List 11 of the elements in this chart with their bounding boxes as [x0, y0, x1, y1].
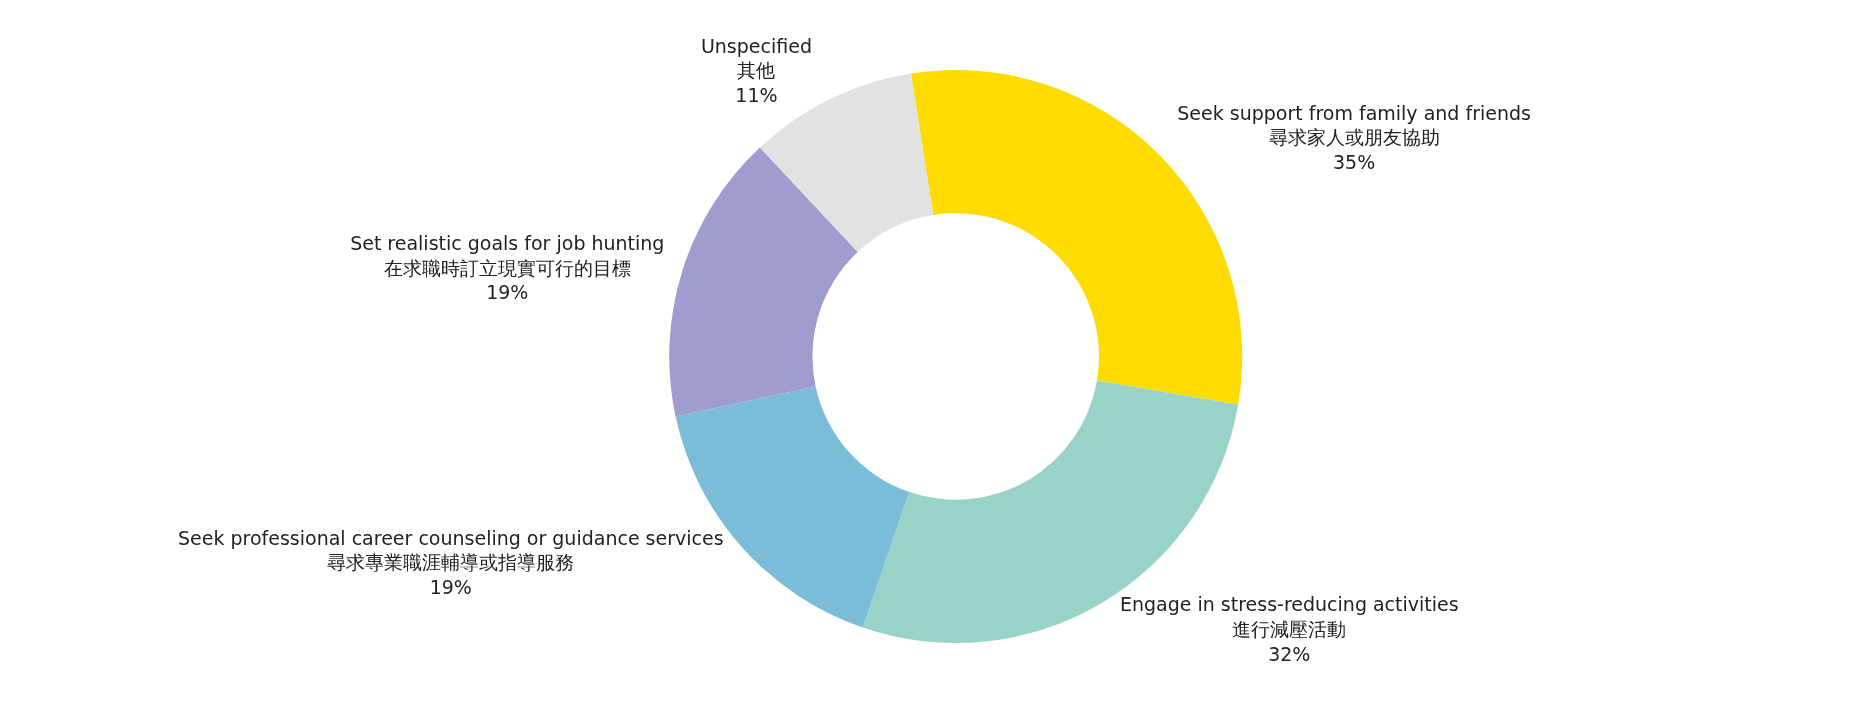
data-label: 19%: [486, 281, 529, 304]
slice-label: Seek support from family and friends 尋求家人或朋友協助: [1177, 101, 1531, 149]
data-label: 32%: [1268, 642, 1311, 665]
slice-label: Engage in stress-reducing activities 進行減壓活動: [1119, 593, 1459, 641]
data-label: 11%: [735, 84, 778, 107]
data-label: 19%: [429, 576, 472, 599]
slice-label: Seek professional career counseling or guidance services 尋求專業職涯輔導或指導服務: [178, 526, 724, 574]
data-label: 35%: [1332, 151, 1376, 174]
donut-slice: [669, 147, 858, 417]
slice-label: Unspecified 其他: [700, 34, 812, 82]
slice-label: Set realistic goals for job hunting 在求職時訂立現實可行的目標: [350, 232, 665, 279]
